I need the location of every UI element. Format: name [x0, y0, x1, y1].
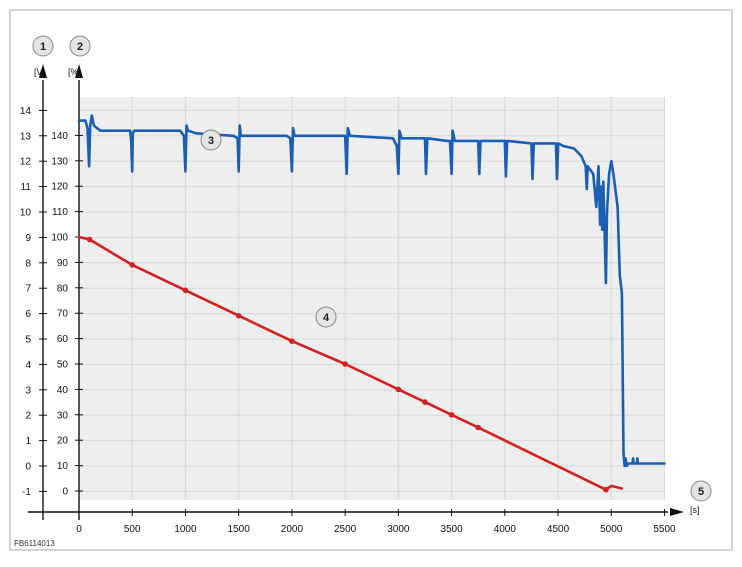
plot-background: [79, 97, 665, 500]
x-axis-unit: [s]: [690, 505, 700, 515]
x-tick-label: 4500: [547, 524, 570, 535]
right-y-tick-label: 0: [62, 487, 68, 498]
charge-point: [342, 361, 348, 367]
left-y-tick-label: 0: [25, 462, 31, 473]
charge-point: [289, 338, 295, 344]
left-y-tick-label: 5: [25, 335, 31, 346]
charge-point: [422, 399, 428, 405]
right-axis-unit: [%]: [68, 67, 81, 77]
right-y-tick-label: 10: [57, 461, 69, 472]
right-y-tick-label: 90: [57, 258, 69, 269]
right-y-tick-label: 60: [57, 334, 69, 345]
callout-4: 4: [315, 306, 337, 328]
right-y-tick-label: 110: [52, 207, 68, 218]
left-y-tick-label: 3: [25, 385, 31, 396]
charge-point: [86, 236, 93, 243]
x-tick-labels: 0 500 1000 1500 2000 2500 3000 3500 4000 4500 5000…: [76, 509, 676, 535]
x-tick-label: 1500: [228, 524, 251, 535]
callout-3: 3: [200, 129, 222, 151]
x-axis-arrow: [670, 508, 684, 516]
callout-2: 2: [69, 35, 91, 57]
right-y-tick-label: 20: [57, 436, 69, 447]
left-y-tick-label: 1: [25, 436, 31, 447]
callout-4-label: 4: [323, 312, 330, 324]
right-y-axis-arrow: [75, 64, 83, 78]
voltage-line: [77, 114, 666, 468]
series-layer: [77, 114, 666, 493]
x-tick-label: 2000: [281, 524, 304, 535]
figure-id: FB6114013: [14, 539, 55, 548]
right-y-tick-label: 70: [57, 309, 69, 320]
callout-5-label: 5: [698, 486, 704, 498]
charge-point: [475, 424, 481, 431]
charge-line: [77, 235, 624, 492]
left-y-axis-arrow: [39, 64, 47, 78]
callout-5: 5: [690, 480, 712, 502]
left-y-tick-label: 4: [25, 360, 31, 371]
right-y-tick-label: 30: [57, 410, 69, 421]
left-y-tick-label: 9: [25, 233, 31, 244]
right-y-tick-label: 40: [57, 385, 69, 396]
left-y-tick-label: 7: [25, 284, 31, 295]
right-y-tick-label: 80: [57, 283, 69, 294]
left-y-tick-label: 12: [20, 157, 32, 168]
right-y-tick-label: 130: [51, 156, 68, 167]
axes: [28, 64, 684, 520]
right-y-tick-label: 50: [57, 360, 69, 371]
callout-3-label: 3: [208, 135, 214, 147]
left-y-tick-label: 10: [20, 208, 32, 219]
right-y-tick-label: 120: [51, 182, 68, 193]
left-y-tick-label: -1: [22, 487, 31, 498]
left-axis-unit: [V]: [34, 67, 45, 77]
x-tick-label: 1000: [174, 524, 197, 535]
right-y-tick-label: 140: [51, 131, 68, 142]
callout-1: 1: [32, 35, 54, 57]
x-tick-label: 5000: [600, 524, 623, 535]
charge-point: [182, 287, 189, 294]
left-y-tick-label: 13: [20, 131, 32, 142]
callout-2-label: 2: [77, 41, 83, 53]
left-y-tick-label: 2: [25, 411, 31, 422]
x-tick-label: 5500: [653, 524, 676, 535]
x-tick-label: 2500: [334, 524, 357, 535]
charge-point: [448, 412, 455, 418]
x-tick-label: 3500: [440, 524, 463, 535]
x-tick-label: 4000: [494, 524, 517, 535]
x-tick-label: 3000: [387, 524, 410, 535]
left-y-tick-label: 11: [21, 182, 32, 193]
charge-point: [129, 262, 136, 268]
x-tick-label: 500: [124, 524, 141, 535]
left-y-tick-label: 6: [25, 309, 31, 320]
x-tick-label: 0: [76, 524, 82, 535]
right-y-tick-label: 100: [51, 233, 68, 244]
callout-1-label: 1: [40, 41, 46, 53]
left-y-tick-label: 14: [20, 106, 32, 117]
charge-point: [235, 312, 242, 319]
left-y-tick-label: 8: [25, 258, 31, 269]
charge-point: [603, 486, 609, 493]
charge-point: [395, 386, 402, 393]
